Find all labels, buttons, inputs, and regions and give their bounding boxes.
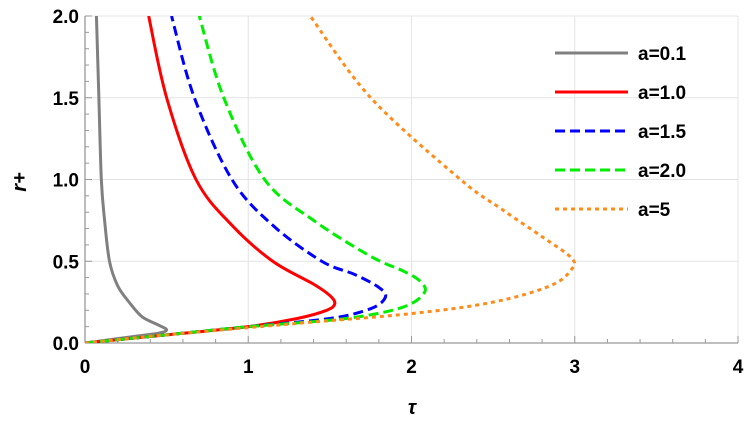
legend-label: a=1.5 xyxy=(638,122,687,143)
legend-label: a=0.1 xyxy=(638,44,687,65)
x-tick-label: 1 xyxy=(243,357,254,378)
legend-label: a=2.0 xyxy=(638,161,686,182)
legend-label: a=1.0 xyxy=(638,83,686,104)
series-line-a-0-1 xyxy=(85,16,169,343)
y-tick-label: 1.0 xyxy=(53,171,79,192)
legend-label: a=5 xyxy=(638,200,671,221)
x-axis-label: τ xyxy=(408,397,418,419)
series-line-a-5 xyxy=(85,16,577,343)
y-tick-label: 0.5 xyxy=(53,252,80,273)
y-tick-label: 2.0 xyxy=(53,7,79,28)
x-tick-label: 2 xyxy=(406,357,417,378)
y-axis-label: r+ xyxy=(9,172,31,192)
y-tick-label: 0.0 xyxy=(53,334,79,355)
x-tick-label: 0 xyxy=(80,357,91,378)
x-tick-label: 4 xyxy=(733,357,744,378)
x-tick-label: 3 xyxy=(569,357,580,378)
y-tick-label: 1.5 xyxy=(53,89,80,110)
